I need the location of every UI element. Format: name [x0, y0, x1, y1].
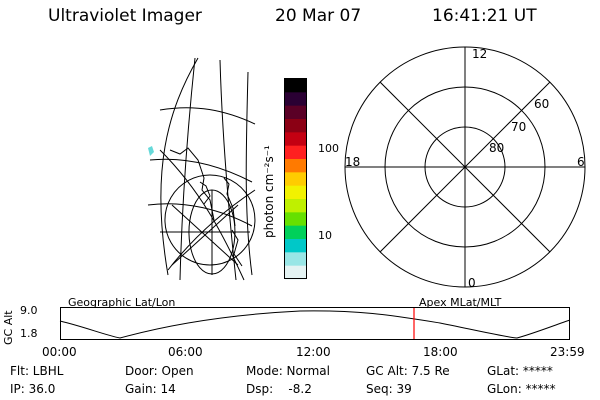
altitude-timeline [59, 307, 571, 340]
instrument-title: Ultraviolet Imager [48, 6, 202, 26]
timeline-y-tick-high: 9.0 [20, 304, 38, 317]
map-longitude-line [167, 189, 256, 271]
polar-lat-70: 70 [511, 120, 527, 134]
colorbar-band [285, 172, 306, 187]
altitude-curve [59, 310, 571, 339]
polar-label-18: 18 [345, 155, 361, 169]
polar-label-0: 0 [468, 276, 476, 290]
status-door: Door: Open [125, 364, 194, 378]
map-longitude-line [179, 57, 196, 281]
polar-mlt-plot [344, 46, 586, 288]
polar-lat-60: 60 [534, 97, 550, 111]
map-latitude-line [149, 158, 253, 183]
status-filter: Flt: LBHL [10, 364, 64, 378]
timeline-x-tick: 23:59 [550, 345, 585, 359]
map-limb-arc [160, 57, 199, 276]
timeline-y-tick-low: 1.8 [20, 327, 38, 340]
status-ip: IP: 36.0 [10, 382, 56, 396]
status-seq: Seq: 39 [366, 382, 412, 396]
timeline-x-tick: 18:00 [423, 345, 458, 359]
colorbar-band [285, 225, 306, 240]
colorbar-band [285, 199, 306, 213]
map-circle [164, 174, 256, 266]
color-scale-bar [284, 78, 307, 280]
timeline-left-title: Geographic Lat/Lon [68, 296, 176, 309]
header-date: 20 Mar 07 [275, 6, 362, 26]
map-longitude-line [159, 149, 245, 281]
map-longitude-line [245, 71, 253, 276]
status-glon: GLon: ***** [487, 382, 556, 396]
colorbar-band [285, 79, 306, 93]
map-circle [188, 189, 236, 275]
status-mode: Mode: Normal [246, 364, 330, 378]
status-gc-alt: GC Alt: 7.5 Re [366, 364, 450, 378]
colorbar-band [285, 185, 306, 200]
aurora-spot [148, 146, 154, 156]
colorbar-tick-100: 100 [318, 142, 339, 155]
map-longitude-line [219, 59, 237, 281]
colorbar-band [285, 252, 306, 267]
timeline-x-tick: 12:00 [296, 345, 331, 359]
header-time: 16:41:21 UT [432, 6, 537, 26]
timeline-y-label: GC Alt [2, 310, 15, 345]
geographic-map [147, 57, 256, 281]
colorbar-band [285, 119, 306, 133]
colorbar-band [285, 105, 306, 120]
timeline-right-title: Apex MLat/MLT [419, 296, 502, 309]
timeline-x-tick: 06:00 [168, 345, 203, 359]
timeline-x-tick: 00:00 [42, 345, 77, 359]
status-glat: GLat: ***** [487, 364, 553, 378]
map-latitude-line [147, 203, 253, 227]
polar-label-6: 6 [577, 155, 585, 169]
colorbar-band [285, 145, 306, 160]
colorbar-band [285, 92, 306, 107]
colorbar-band [285, 212, 306, 227]
colorbar-band [285, 239, 306, 253]
map-latitude-line [159, 107, 256, 125]
polar-label-12: 12 [472, 47, 488, 61]
colorbar-band [285, 132, 306, 147]
coastline [169, 147, 243, 267]
status-dsp: Dsp: -8.2 [246, 382, 312, 396]
colorbar-band [285, 159, 306, 173]
polar-lat-80: 80 [489, 141, 505, 155]
status-gain: Gain: 14 [125, 382, 176, 396]
colorbar-band [285, 265, 306, 280]
colorbar-unit-label: photon cm⁻²s⁻¹ [262, 145, 276, 238]
colorbar-tick-10: 10 [318, 229, 332, 242]
